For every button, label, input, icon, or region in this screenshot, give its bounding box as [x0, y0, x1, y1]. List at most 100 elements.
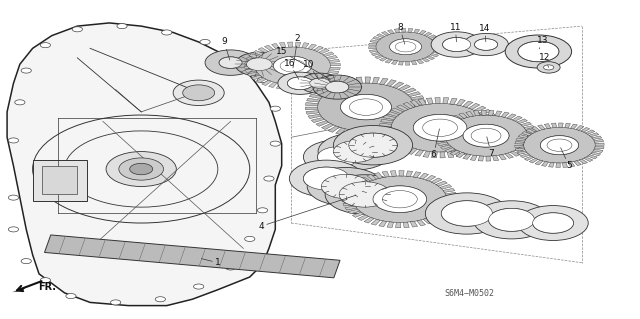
Polygon shape [574, 161, 581, 166]
Polygon shape [434, 41, 442, 44]
Circle shape [287, 77, 313, 90]
Polygon shape [316, 121, 328, 126]
Polygon shape [527, 133, 537, 136]
Polygon shape [594, 139, 604, 142]
Polygon shape [311, 117, 324, 122]
Polygon shape [523, 143, 534, 147]
Polygon shape [440, 184, 452, 189]
Polygon shape [470, 155, 477, 160]
Polygon shape [248, 72, 259, 76]
Polygon shape [564, 123, 570, 128]
Polygon shape [295, 42, 301, 47]
Circle shape [518, 41, 559, 62]
Polygon shape [412, 112, 426, 116]
Polygon shape [518, 135, 528, 138]
Wedge shape [205, 50, 256, 75]
Polygon shape [412, 61, 417, 65]
Circle shape [200, 40, 210, 45]
Polygon shape [535, 160, 543, 165]
Text: 13: 13 [536, 36, 548, 49]
Polygon shape [305, 107, 318, 110]
Text: 14: 14 [479, 24, 490, 42]
Polygon shape [343, 203, 355, 206]
Text: 7: 7 [487, 137, 494, 158]
Polygon shape [381, 119, 393, 123]
Polygon shape [467, 147, 477, 153]
Polygon shape [438, 124, 449, 128]
Polygon shape [401, 28, 406, 32]
Wedge shape [235, 52, 284, 76]
Polygon shape [526, 130, 536, 132]
Polygon shape [434, 213, 445, 219]
Polygon shape [524, 126, 534, 129]
Polygon shape [330, 63, 340, 66]
Polygon shape [431, 38, 440, 41]
Circle shape [21, 68, 31, 73]
Polygon shape [417, 220, 426, 226]
Polygon shape [329, 59, 340, 63]
Polygon shape [552, 123, 557, 128]
Polygon shape [245, 69, 256, 72]
Polygon shape [423, 151, 430, 157]
Polygon shape [331, 81, 342, 87]
Polygon shape [383, 129, 393, 135]
Text: S6M4−M0502: S6M4−M0502 [445, 289, 495, 298]
Polygon shape [406, 119, 419, 124]
Wedge shape [318, 133, 392, 170]
Polygon shape [579, 159, 588, 164]
Polygon shape [493, 156, 499, 161]
Polygon shape [372, 77, 380, 84]
Polygon shape [249, 54, 260, 58]
Polygon shape [520, 146, 530, 151]
Polygon shape [442, 121, 452, 125]
Polygon shape [505, 153, 513, 158]
Polygon shape [419, 30, 426, 34]
Circle shape [443, 38, 470, 51]
FancyBboxPatch shape [33, 160, 87, 201]
Polygon shape [463, 101, 473, 107]
Polygon shape [438, 142, 448, 146]
Polygon shape [424, 32, 432, 36]
Polygon shape [486, 117, 499, 121]
Wedge shape [333, 125, 413, 165]
Polygon shape [591, 152, 601, 156]
Polygon shape [541, 161, 548, 166]
Polygon shape [276, 84, 284, 89]
Polygon shape [588, 155, 597, 159]
Polygon shape [526, 129, 535, 133]
Polygon shape [349, 183, 361, 188]
Polygon shape [292, 85, 298, 90]
Circle shape [537, 62, 560, 73]
Polygon shape [376, 34, 385, 38]
Polygon shape [495, 111, 502, 116]
Polygon shape [401, 122, 414, 128]
Circle shape [40, 278, 51, 283]
Polygon shape [415, 150, 424, 156]
Polygon shape [529, 158, 538, 163]
Wedge shape [303, 140, 372, 174]
Polygon shape [576, 125, 584, 130]
Wedge shape [317, 83, 414, 131]
Polygon shape [593, 149, 603, 152]
Circle shape [373, 186, 427, 212]
Wedge shape [505, 35, 572, 68]
Polygon shape [330, 67, 340, 70]
Polygon shape [445, 148, 455, 152]
Polygon shape [417, 60, 424, 64]
Polygon shape [460, 149, 470, 155]
Polygon shape [399, 171, 404, 176]
Polygon shape [392, 60, 397, 64]
Text: 6: 6 [431, 129, 440, 159]
Polygon shape [246, 58, 257, 61]
Polygon shape [525, 140, 536, 144]
Text: 9: 9 [221, 38, 230, 60]
Circle shape [532, 213, 573, 233]
Circle shape [257, 78, 268, 83]
Polygon shape [396, 124, 408, 131]
Wedge shape [524, 127, 595, 163]
Polygon shape [521, 122, 532, 126]
Circle shape [156, 297, 166, 302]
Polygon shape [309, 94, 323, 99]
FancyBboxPatch shape [42, 166, 77, 195]
Circle shape [130, 163, 153, 175]
